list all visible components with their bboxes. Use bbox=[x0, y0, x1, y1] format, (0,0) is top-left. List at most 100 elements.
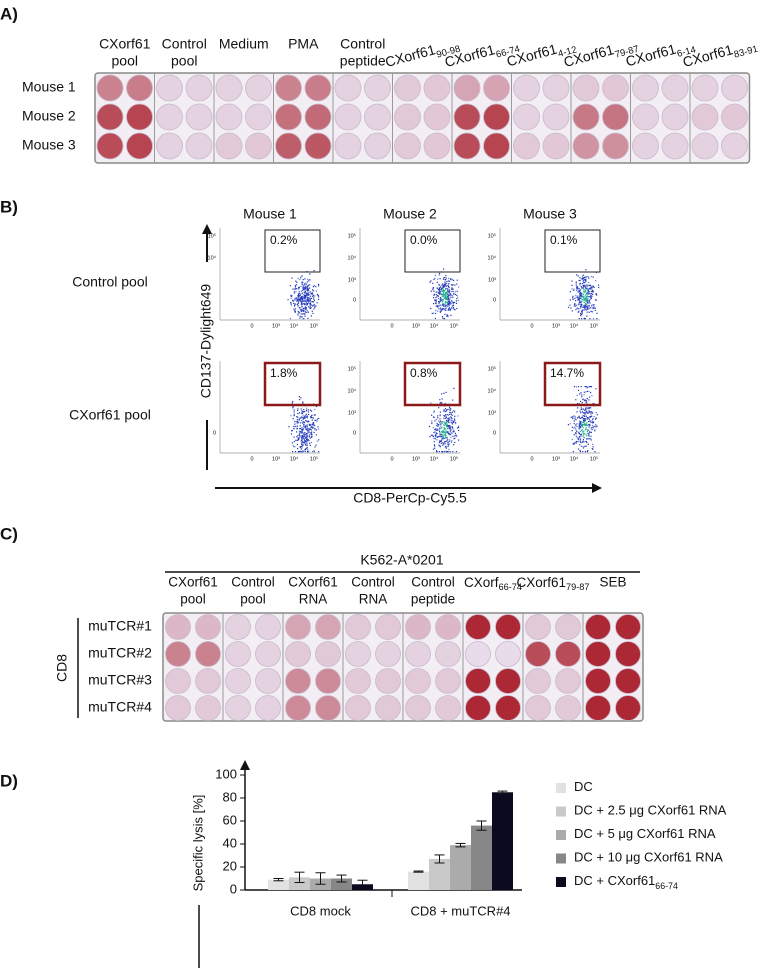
well bbox=[304, 132, 332, 160]
event-dot bbox=[299, 428, 301, 430]
event-dot bbox=[448, 309, 450, 311]
event-dot bbox=[315, 286, 317, 288]
event-dot bbox=[311, 301, 313, 303]
event-dot bbox=[577, 448, 580, 450]
event-dot bbox=[451, 301, 453, 303]
event-dot bbox=[302, 441, 304, 443]
panel-label: A) bbox=[0, 4, 18, 23]
well bbox=[572, 74, 600, 102]
event-dot bbox=[595, 388, 597, 390]
well bbox=[435, 695, 461, 721]
event-dot bbox=[309, 444, 311, 446]
event-dot bbox=[299, 292, 301, 295]
event-dot bbox=[450, 441, 452, 443]
event-dot bbox=[296, 288, 298, 290]
event-dot bbox=[306, 409, 308, 411]
event-dot bbox=[440, 440, 442, 442]
event-dot bbox=[579, 302, 581, 304]
event-dot bbox=[456, 435, 458, 437]
event-dot bbox=[304, 296, 306, 299]
event-dot bbox=[438, 451, 440, 453]
event-dot bbox=[296, 416, 298, 418]
event-dot bbox=[451, 426, 453, 428]
event-dot bbox=[439, 291, 441, 293]
event-dot bbox=[447, 296, 449, 298]
event-dot bbox=[301, 410, 303, 412]
well bbox=[185, 132, 213, 160]
event-dot bbox=[302, 402, 304, 404]
event-dot bbox=[309, 303, 311, 306]
event-dot bbox=[455, 434, 457, 436]
well bbox=[275, 103, 302, 131]
event-dot bbox=[446, 281, 448, 283]
event-dot bbox=[318, 298, 320, 300]
event-dot bbox=[585, 418, 587, 420]
event-dot bbox=[589, 411, 591, 413]
event-dot bbox=[307, 284, 309, 286]
event-dot bbox=[579, 439, 581, 441]
event-dot bbox=[456, 294, 458, 296]
event-dot bbox=[306, 415, 308, 417]
panel-label: C) bbox=[0, 524, 18, 543]
event-dot bbox=[588, 399, 590, 401]
event-dot bbox=[303, 425, 305, 427]
event-dot bbox=[296, 431, 298, 433]
event-dot bbox=[431, 420, 433, 422]
event-dot bbox=[444, 305, 446, 307]
event-dot bbox=[453, 444, 455, 446]
y-tick-label: 0 bbox=[230, 881, 237, 896]
column-label: pool bbox=[112, 53, 138, 69]
event-dot bbox=[583, 434, 585, 436]
event-dot bbox=[294, 299, 296, 301]
event-dot bbox=[578, 297, 580, 299]
event-dot bbox=[586, 431, 588, 433]
event-dot bbox=[585, 287, 587, 289]
well bbox=[513, 132, 540, 160]
axis-arrowhead bbox=[592, 483, 602, 493]
event-dot bbox=[302, 287, 304, 289]
event-dot bbox=[310, 315, 312, 317]
event-dot bbox=[436, 423, 438, 425]
well bbox=[572, 103, 600, 131]
event-dot bbox=[581, 278, 583, 280]
event-dot bbox=[575, 419, 577, 421]
event-dot bbox=[589, 407, 591, 409]
event-dot bbox=[443, 421, 445, 423]
event-dot bbox=[578, 436, 580, 438]
column-label: CXorf6179-87 bbox=[517, 575, 590, 593]
event-dot bbox=[457, 296, 459, 298]
event-dot bbox=[595, 412, 597, 414]
event-dot bbox=[310, 417, 312, 419]
event-dot bbox=[596, 312, 598, 314]
event-dot bbox=[586, 418, 588, 421]
event-dot bbox=[303, 423, 305, 425]
event-dot bbox=[314, 429, 316, 431]
event-dot bbox=[311, 295, 314, 297]
event-dot bbox=[448, 419, 450, 421]
event-dot bbox=[440, 289, 442, 291]
event-dot bbox=[591, 426, 593, 428]
event-dot bbox=[567, 424, 569, 426]
well bbox=[126, 103, 153, 131]
event-dot bbox=[447, 420, 449, 422]
event-dot bbox=[294, 310, 296, 312]
event-dot bbox=[449, 411, 451, 413]
event-dot bbox=[441, 427, 443, 429]
event-dot bbox=[578, 289, 580, 292]
event-dot bbox=[317, 295, 319, 297]
event-dot bbox=[584, 419, 586, 422]
event-dot bbox=[444, 293, 446, 295]
event-dot bbox=[447, 295, 449, 297]
event-dot bbox=[587, 305, 589, 307]
tick-label: 0 bbox=[493, 297, 496, 303]
event-dot bbox=[572, 297, 574, 299]
event-dot bbox=[586, 422, 588, 424]
tick-label: 10³ bbox=[348, 277, 356, 283]
event-dot bbox=[591, 290, 593, 292]
event-dot bbox=[310, 307, 312, 310]
event-dot bbox=[445, 292, 448, 294]
event-dot bbox=[435, 450, 438, 452]
event-dot bbox=[442, 294, 444, 296]
event-dot bbox=[588, 277, 590, 279]
event-dot bbox=[306, 444, 308, 446]
